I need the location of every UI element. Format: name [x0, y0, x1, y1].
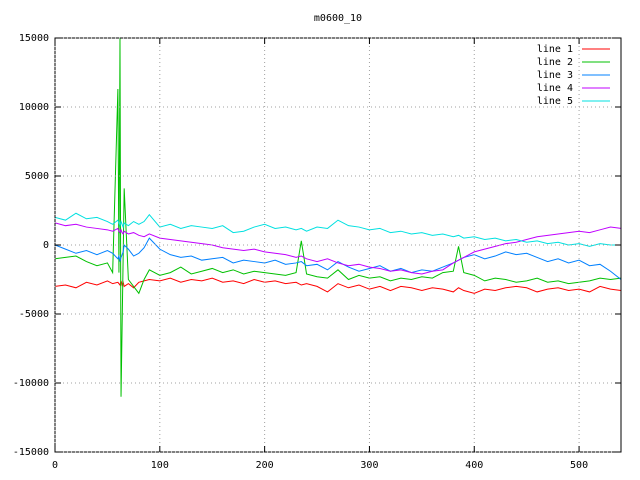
legend-label: line 5	[537, 96, 573, 107]
x-tick-label: 500	[570, 460, 588, 471]
legend-label: line 3	[537, 70, 573, 81]
x-tick-label: 400	[465, 460, 483, 471]
y-tick-label: -5000	[19, 309, 49, 320]
series-line	[55, 212, 621, 247]
y-tick-label: 10000	[19, 102, 49, 113]
x-tick-label: 300	[360, 460, 378, 471]
x-tick-label: 0	[52, 460, 58, 471]
x-tick-label: 200	[256, 460, 274, 471]
y-tick-label: 15000	[19, 33, 49, 44]
series-line	[55, 237, 621, 280]
legend-label: line 2	[537, 57, 573, 68]
y-tick-label: -15000	[13, 447, 49, 458]
y-tick-label: 5000	[25, 171, 49, 182]
series-line	[55, 277, 621, 294]
series-line	[55, 222, 621, 275]
plot-area	[55, 38, 621, 397]
legend-label: line 1	[537, 44, 573, 55]
y-tick-label: 0	[43, 240, 49, 251]
chart-title: m0600_10	[314, 13, 362, 24]
y-tick-label: -10000	[13, 378, 49, 389]
x-tick-label: 100	[151, 460, 169, 471]
legend-label: line 4	[537, 83, 573, 94]
